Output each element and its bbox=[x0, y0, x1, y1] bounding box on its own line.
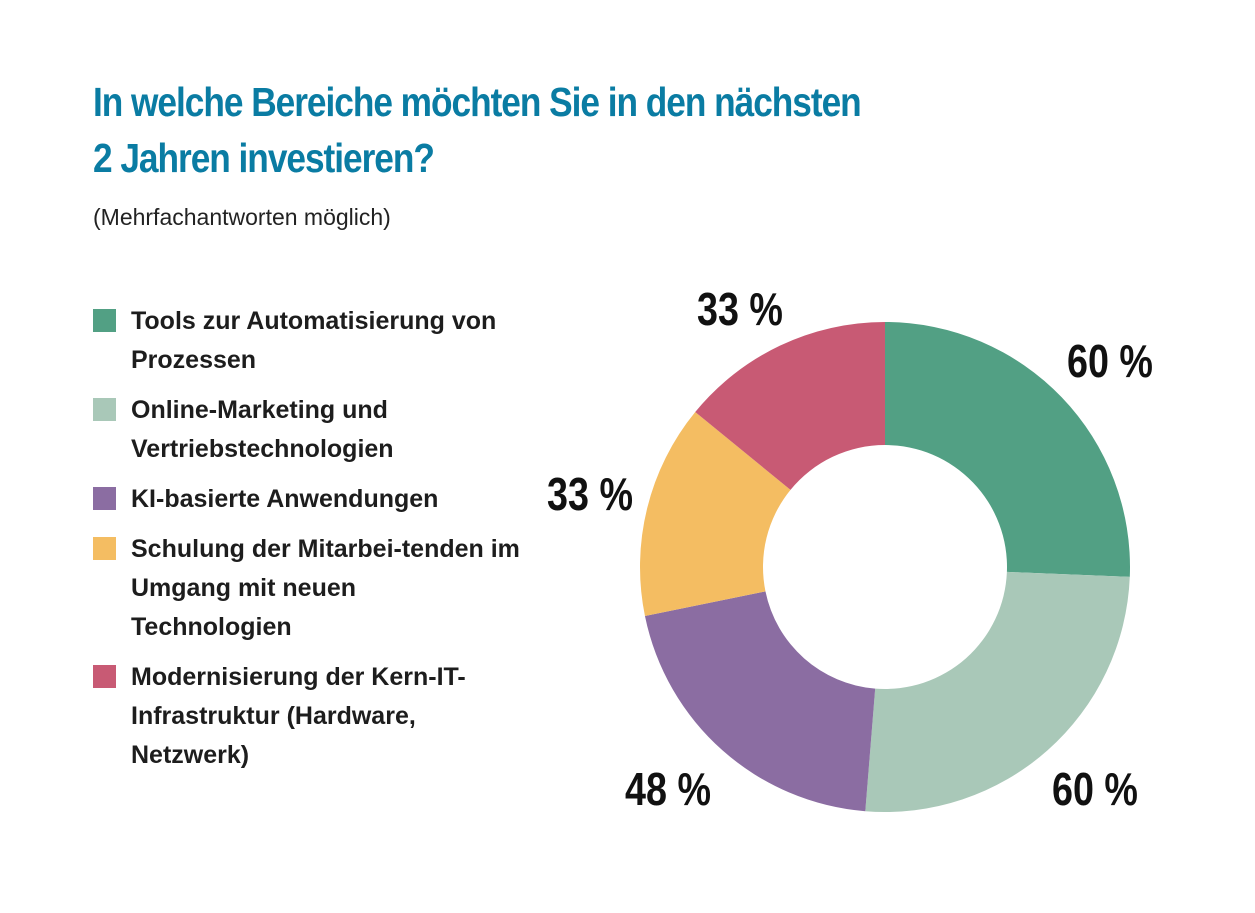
legend-label: Tools zur Automatisierung von Prozessen bbox=[131, 307, 497, 374]
title-line-2: 2 Jahren investieren? bbox=[93, 135, 435, 181]
chart-subtitle: (Mehrfachantworten möglich) bbox=[93, 204, 391, 230]
slice-ki bbox=[644, 591, 876, 812]
legend-swatch bbox=[93, 665, 116, 688]
slice-automation bbox=[885, 322, 1130, 577]
title-line-1: In welche Bereiche möchten Sie in den nä… bbox=[93, 79, 862, 125]
slice-modernisierung bbox=[695, 322, 885, 490]
donut-value-labels: 60 % 60 % 48 % 33 % 33 % bbox=[547, 283, 1153, 814]
chart-title: In welche Bereiche möchten Sie in den nä… bbox=[93, 74, 867, 186]
legend-label: KI-basierte Anwendungen bbox=[131, 485, 439, 513]
legend-item-automation: Tools zur Automatisierung von Prozessen bbox=[93, 302, 523, 380]
legend-swatch bbox=[93, 487, 116, 510]
legend: Tools zur Automatisierung von Prozessen … bbox=[93, 302, 523, 786]
value-label-modernisierung: 33 % bbox=[697, 283, 783, 334]
slice-online-marketing bbox=[865, 571, 1130, 812]
donut-slices bbox=[639, 322, 1130, 812]
value-label-automation: 60 % bbox=[1067, 335, 1153, 386]
legend-swatch bbox=[93, 537, 116, 560]
legend-swatch bbox=[93, 398, 116, 421]
legend-label: Modernisierung der Kern-IT-Infrastruktur… bbox=[131, 663, 466, 769]
legend-item-modernisierung: Modernisierung der Kern-IT-Infrastruktur… bbox=[93, 658, 523, 775]
legend-item-online-marketing: Online-Marketing und Vertriebstechnologi… bbox=[93, 391, 523, 469]
slice-schulung bbox=[639, 412, 791, 617]
value-label-ki: 48 % bbox=[625, 763, 711, 814]
legend-item-schulung: Schulung der Mitarbei-tenden im Umgang m… bbox=[93, 530, 523, 647]
value-label-online-marketing: 60 % bbox=[1052, 763, 1138, 814]
legend-label: Schulung der Mitarbei-tenden im Umgang m… bbox=[131, 535, 520, 641]
value-label-schulung: 33 % bbox=[547, 468, 633, 519]
legend-swatch bbox=[93, 309, 116, 332]
legend-label: Online-Marketing und Vertriebstechnologi… bbox=[131, 396, 394, 463]
legend-item-ki: KI-basierte Anwendungen bbox=[93, 480, 523, 519]
